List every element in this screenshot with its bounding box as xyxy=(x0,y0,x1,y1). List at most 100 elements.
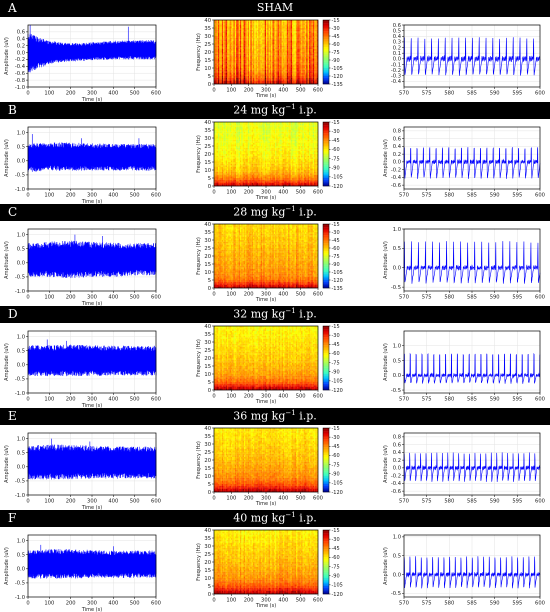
spectrogram-cell xyxy=(280,160,281,162)
spectrogram-cell xyxy=(215,180,216,182)
spectrogram-cell xyxy=(239,36,240,38)
spectrogram-cell xyxy=(250,159,251,161)
spectrogram-cell xyxy=(314,66,315,68)
spectrogram-cell xyxy=(230,74,231,76)
spectrogram-cell xyxy=(235,79,236,81)
spectrogram-cell xyxy=(269,172,270,174)
spectrogram-cell xyxy=(279,65,280,67)
spectrogram-cell xyxy=(222,172,223,174)
spectrogram-cell xyxy=(278,164,279,166)
spectrogram-cell xyxy=(236,28,237,30)
spectrogram-cell xyxy=(240,70,241,72)
spectrogram-cell xyxy=(257,164,258,166)
spectrogram-cell xyxy=(221,165,222,167)
spectrogram-cell xyxy=(217,173,218,175)
spectrogram-cell xyxy=(300,36,301,38)
spectrogram-cell xyxy=(266,175,267,177)
spectrogram-cell xyxy=(240,178,241,180)
spectrogram-cell xyxy=(299,57,300,59)
spectrogram-cell xyxy=(218,26,219,28)
spectrogram-cell xyxy=(313,30,314,32)
spectrogram-cell xyxy=(301,160,302,162)
spectrogram-cell xyxy=(219,178,220,180)
spectrogram-cell xyxy=(231,78,232,80)
spectrogram-cell xyxy=(309,176,310,178)
spectrogram-cell xyxy=(310,170,311,172)
spectrogram-cell xyxy=(243,49,244,51)
spectrogram-cell xyxy=(297,159,298,161)
spectrogram-cell xyxy=(293,36,294,38)
spectrogram-cell xyxy=(228,26,229,28)
spectrogram-cell xyxy=(274,157,275,159)
spectrogram-cell xyxy=(299,70,300,72)
spectrogram-cell xyxy=(284,30,285,32)
spectrogram-cell xyxy=(217,172,218,174)
spectrogram-cell xyxy=(219,81,220,83)
spectrogram-cell xyxy=(269,60,270,62)
spectrogram-cell xyxy=(278,38,279,40)
spectrogram-cell xyxy=(291,176,292,178)
spectrogram-cell xyxy=(275,23,276,25)
spectrogram-cell xyxy=(266,25,267,27)
spectrogram-cell xyxy=(275,31,276,33)
spectrogram-cell xyxy=(313,39,314,41)
spectrogram-cell xyxy=(306,181,307,183)
spectrogram-cell xyxy=(270,173,271,175)
spectrogram-cell xyxy=(250,25,251,27)
spectrogram-cell xyxy=(261,168,262,170)
spectrogram-cell xyxy=(295,167,296,169)
spectrogram-cell xyxy=(270,160,271,162)
spectrogram-cell xyxy=(283,164,284,166)
spectrogram-cell xyxy=(221,65,222,67)
spectrogram-cell xyxy=(248,30,249,32)
spectrogram-cell xyxy=(226,42,227,44)
spectrogram-cell xyxy=(297,30,298,32)
spectrogram-cell xyxy=(254,54,255,56)
spectrogram-cell xyxy=(288,62,289,64)
spectrogram-cell xyxy=(247,44,248,46)
spectrogram-cell xyxy=(260,165,261,167)
spectrogram-cell xyxy=(221,68,222,70)
spectrogram-cell xyxy=(261,58,262,60)
spectrogram-cell xyxy=(261,50,262,52)
spectrogram-cell xyxy=(226,33,227,35)
spectrogram-cell xyxy=(249,79,250,81)
spectrogram-cell xyxy=(232,46,233,48)
spectrogram-cell xyxy=(302,63,303,65)
spectrogram-cell xyxy=(256,181,257,183)
spectrogram-cell xyxy=(284,156,285,158)
spectrogram-cell xyxy=(243,57,244,59)
spectrogram-cell xyxy=(215,168,216,170)
spectrogram-cell xyxy=(260,78,261,80)
spectrogram-cell xyxy=(231,79,232,81)
spectrogram-cell xyxy=(253,33,254,35)
spectrogram-cell xyxy=(234,170,235,172)
spectrogram-cell xyxy=(227,172,228,174)
spectrogram-cell xyxy=(300,62,301,64)
spectrogram-cell xyxy=(239,50,240,52)
spectrogram-cell xyxy=(237,168,238,170)
spectrogram-cell xyxy=(293,74,294,76)
spectrogram-cell xyxy=(286,181,287,183)
spectrogram-cell xyxy=(222,36,223,38)
spectrogram-cell xyxy=(230,183,231,185)
spectrogram-cell xyxy=(236,172,237,174)
spectrogram-cell xyxy=(276,33,277,35)
x-tick-label: 590 xyxy=(490,91,500,97)
spectrogram-cell xyxy=(286,25,287,27)
spectrogram-cell xyxy=(263,159,264,161)
spectrogram-cell xyxy=(262,39,263,41)
spectrogram-cell xyxy=(240,165,241,167)
spectrogram-cell xyxy=(263,181,264,183)
spectrogram-cell xyxy=(230,54,231,56)
spectrogram-cell xyxy=(302,173,303,175)
spectrogram-cell xyxy=(231,62,232,64)
spectrogram-cell xyxy=(300,28,301,30)
spectrogram-cell xyxy=(289,71,290,73)
spectrogram-cell xyxy=(283,73,284,75)
spectrogram-cell xyxy=(302,28,303,30)
spectrogram-cell xyxy=(292,172,293,174)
spectrogram-cell xyxy=(252,159,253,161)
spectrogram-cell xyxy=(231,60,232,62)
